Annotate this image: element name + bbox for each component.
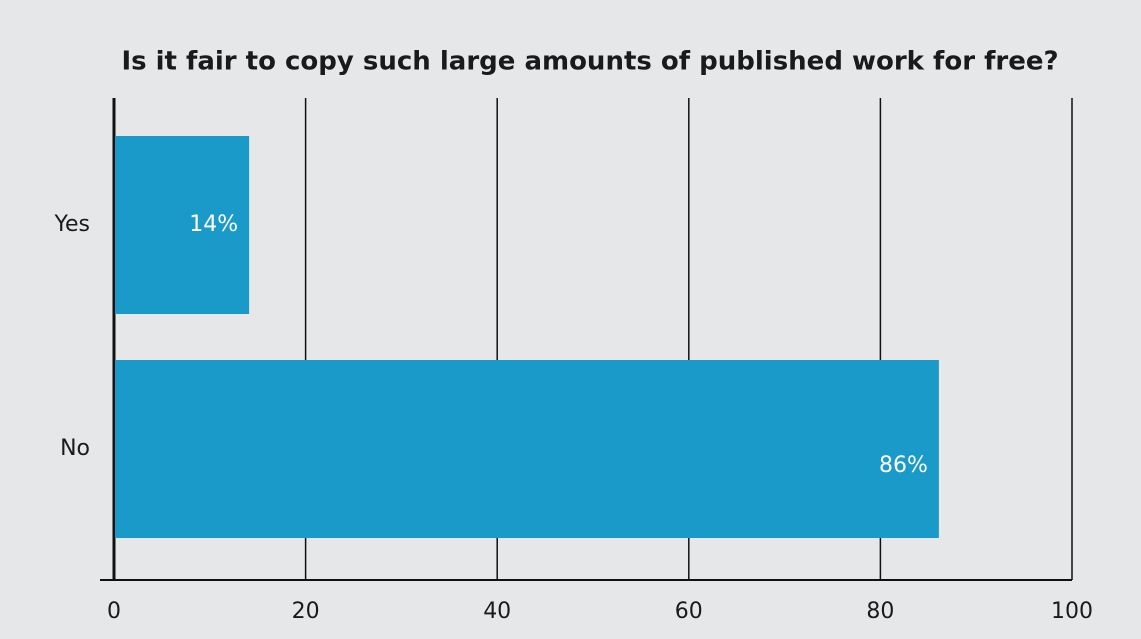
bar xyxy=(115,360,939,538)
x-tick-label: 80 xyxy=(866,599,894,624)
bar xyxy=(115,136,250,314)
x-tick-label: 100 xyxy=(1051,599,1093,624)
y-tick-label: Yes xyxy=(53,212,90,237)
value-label: 14% xyxy=(189,212,238,237)
chart-title: Is it fair to copy such large amounts of… xyxy=(121,47,1058,77)
x-tick-label: 0 xyxy=(107,599,121,624)
value-label: 86% xyxy=(879,453,928,478)
x-tick-label: 40 xyxy=(483,599,511,624)
y-tick-label: No xyxy=(60,436,90,461)
x-tick-label: 60 xyxy=(675,599,703,624)
x-tick-label: 20 xyxy=(292,599,320,624)
